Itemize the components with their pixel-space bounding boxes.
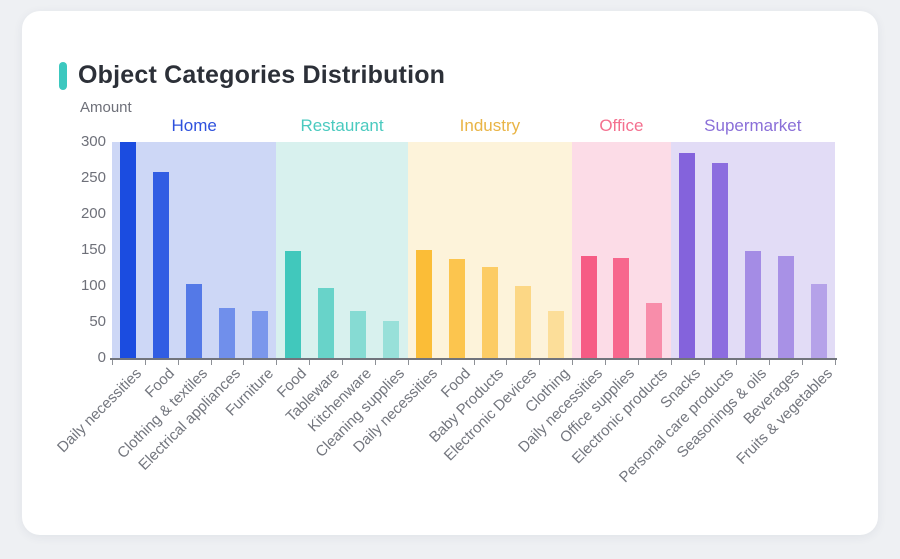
x-axis-tick <box>407 359 409 365</box>
bar <box>547 311 564 358</box>
bar <box>120 142 137 358</box>
bar <box>810 283 827 358</box>
group-label-home: Home <box>171 116 217 135</box>
x-axis-tick <box>670 359 672 365</box>
group-label-supermarket: Supermarket <box>704 116 802 135</box>
y-axis-tick-label: 200 <box>80 205 106 222</box>
x-axis-tick <box>637 359 639 365</box>
x-axis-tick <box>572 359 574 365</box>
bar <box>777 256 794 358</box>
bar <box>613 257 630 358</box>
x-axis-tick <box>144 359 146 365</box>
x-axis-tick <box>309 359 311 365</box>
x-axis-tick <box>506 359 508 365</box>
x-axis-tick <box>769 359 771 365</box>
bar <box>219 307 236 358</box>
bar <box>153 172 170 358</box>
group-label-industry: Industry <box>459 116 521 135</box>
bar <box>580 255 597 358</box>
x-axis-line <box>110 358 837 360</box>
bar <box>284 251 301 358</box>
x-axis-tick <box>440 359 442 365</box>
page-title: Object Categories Distribution <box>78 61 446 89</box>
bar <box>383 321 400 358</box>
y-axis-tick-label: 150 <box>80 241 106 258</box>
x-axis-tick <box>243 359 245 365</box>
group-label-office: Office <box>599 116 644 135</box>
card-header: Object Categories Distribution <box>59 61 445 90</box>
x-axis-tick <box>177 359 179 365</box>
x-axis-tick <box>802 359 804 365</box>
x-axis-tick <box>604 359 606 365</box>
bar-chart: 0 50 100 150 200 250 300 Home Daily necessities F… <box>22 11 900 559</box>
title-accent-bar <box>59 61 67 90</box>
x-axis-tick <box>539 359 541 365</box>
x-axis-tick <box>835 359 836 365</box>
x-axis-tick <box>374 359 376 365</box>
bar <box>679 152 696 358</box>
y-axis-tick-label: 100 <box>80 277 106 294</box>
y-axis-title: Amount <box>80 99 132 116</box>
bar <box>350 311 367 358</box>
bar <box>711 162 728 358</box>
bar <box>514 286 531 358</box>
group-label-restaurant: Restaurant <box>300 116 384 135</box>
bar <box>646 303 663 358</box>
y-axis-tick-label: 0 <box>97 349 106 366</box>
x-axis-tick <box>736 359 738 365</box>
y-axis-tick-label: 300 <box>80 133 106 150</box>
chart-card: Object Categories Distribution Amount 0 5… <box>22 11 878 535</box>
bar <box>186 283 203 358</box>
bar <box>251 311 268 358</box>
bar <box>416 250 433 358</box>
bar <box>481 267 498 358</box>
x-axis-tick <box>473 359 475 365</box>
bar <box>317 288 334 358</box>
bar <box>449 258 466 358</box>
x-axis-tick <box>276 359 278 365</box>
y-axis-tick-label: 50 <box>89 313 106 330</box>
bar <box>744 251 761 358</box>
x-axis-tick <box>703 359 705 365</box>
x-axis-tick <box>342 359 344 365</box>
y-axis-tick-label: 250 <box>80 169 106 186</box>
x-axis-tick <box>210 359 212 365</box>
x-axis-tick <box>112 359 113 365</box>
